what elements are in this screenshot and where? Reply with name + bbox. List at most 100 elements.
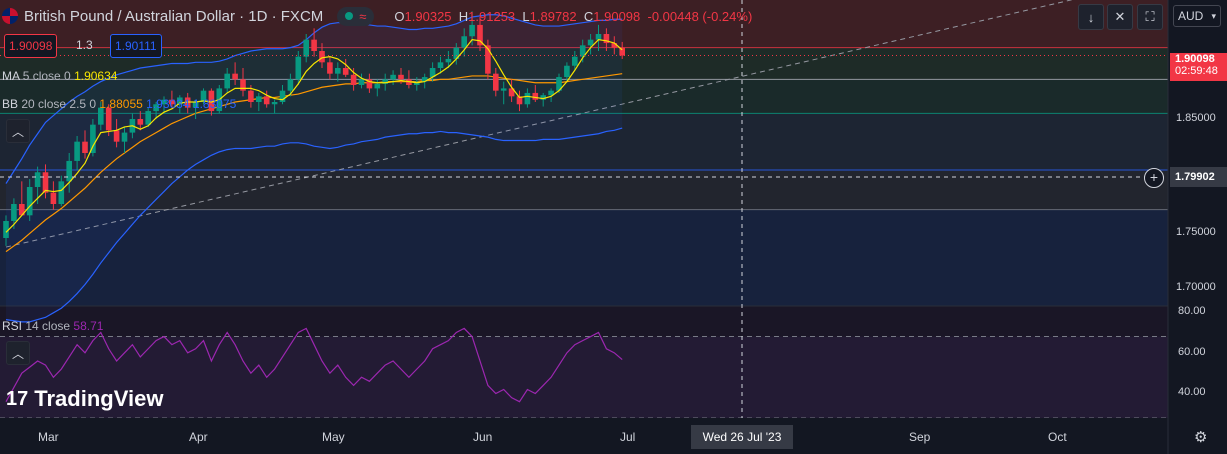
time-axis: [0, 418, 1227, 454]
candle-body: [82, 141, 88, 153]
zone-navy: [0, 209, 1168, 306]
rsi-collapse-chevron-up-icon[interactable]: ︿: [6, 341, 30, 365]
candle-body: [287, 79, 294, 91]
current-price-label: 1.90098 02:59:48: [1170, 53, 1227, 81]
bb-lower-line: [5, 127, 623, 323]
price-tick: 1.85000: [1176, 112, 1216, 124]
spread-value: 1.3: [76, 38, 93, 52]
candle-body: [200, 90, 207, 102]
candle-body: [429, 68, 436, 78]
scroll-down-arrow-icon[interactable]: ↓: [1078, 4, 1104, 30]
candle-body: [42, 172, 49, 193]
sell-price-button[interactable]: 1.90098: [4, 34, 58, 58]
chart-header: British Pound / Australian Dollar · 1D ·…: [0, 4, 752, 28]
bb-lower-value: 1.83075: [192, 97, 237, 111]
candle-body: [469, 24, 475, 37]
rsi-value: 58.71: [73, 319, 104, 333]
time-tick: Jul: [620, 430, 636, 444]
time-tick: Oct: [1048, 430, 1067, 444]
candle-body: [398, 74, 404, 80]
bb-basis-line: [5, 73, 623, 253]
candle-body: [232, 73, 238, 80]
candle-body: [603, 34, 610, 44]
market-open-dot-icon: [345, 12, 354, 20]
candle-body: [26, 187, 33, 216]
candle-body: [295, 56, 302, 80]
candle-body: [248, 90, 254, 102]
candle-body: [256, 96, 262, 102]
candle-body: [493, 73, 499, 91]
candle-body: [113, 130, 120, 142]
candle-body: [303, 39, 309, 57]
candle-body: [11, 204, 17, 221]
candle-body: [579, 45, 586, 57]
ma-line: [5, 39, 623, 233]
bb-basis-value: 1.88055: [99, 97, 143, 111]
candle-body: [445, 58, 452, 63]
candle-body: [19, 204, 25, 216]
crosshair-price-label: 1.79902: [1170, 167, 1227, 187]
candle-body: [453, 47, 460, 59]
candle-body: [240, 79, 246, 91]
candle-body: [145, 111, 151, 125]
candle-body: [327, 62, 333, 74]
ma-value: 1.90634: [74, 69, 118, 83]
candle-body: [3, 221, 9, 238]
candle-body: [279, 90, 286, 102]
zone-red: [0, 0, 1168, 48]
time-tick: Mar: [38, 430, 59, 444]
candle-body: [34, 172, 41, 187]
candle-body: [374, 83, 381, 89]
candle-body: [619, 47, 625, 56]
candle-body: [58, 181, 65, 204]
candle-body: [556, 77, 562, 91]
ohlc-values: O1.90325 H1.91253 L1.89782 C1.90098 -0.0…: [394, 8, 753, 24]
candle-body: [342, 68, 349, 75]
rsi-legend[interactable]: RSI 14 close 58.71: [2, 319, 104, 333]
collapse-legend-chevron-up-icon[interactable]: ︿: [6, 119, 30, 143]
candle-body: [485, 45, 491, 74]
market-status-pill[interactable]: ≈: [337, 6, 375, 26]
candle-body: [516, 96, 523, 105]
time-tick: Apr: [189, 430, 208, 444]
candle-body: [271, 102, 278, 105]
candle-body: [74, 141, 80, 161]
candle-body: [524, 92, 531, 105]
bb-legend[interactable]: BB 20 close 2.5 0 1.88055 1.93034 1.8307…: [2, 97, 237, 111]
crosshair-date-label: Wed 26 Jul '23: [691, 425, 793, 449]
collapse-icon[interactable]: ✕: [1107, 4, 1133, 30]
add-plus-icon[interactable]: +: [1144, 168, 1164, 188]
candle-body: [611, 43, 618, 48]
time-tick: Sep: [909, 430, 931, 444]
time-tick: Jun: [473, 430, 493, 444]
ma-legend[interactable]: MA 5 close 0 1.90634: [2, 69, 118, 83]
fullscreen-icon[interactable]: ⛶: [1137, 4, 1163, 30]
close-value: 1.90098: [593, 8, 641, 24]
bb-upper-value: 1.93034: [146, 97, 190, 111]
candle-body: [382, 79, 388, 84]
price-tick: 1.70000: [1176, 281, 1216, 293]
bar-countdown: 02:59:48: [1175, 65, 1218, 77]
candle-body: [208, 90, 215, 112]
rsi-tick: 40.00: [1178, 386, 1206, 398]
change-value: -0.00448 (-0.24%): [647, 8, 753, 24]
price-tick: 1.75000: [1176, 226, 1216, 238]
candle-body: [350, 74, 357, 85]
candle-body: [50, 192, 57, 204]
candle-body: [311, 39, 317, 51]
candle-body: [137, 119, 144, 125]
candle-body: [564, 65, 570, 78]
candle-body: [500, 88, 507, 91]
candle-body: [224, 73, 230, 89]
symbol-title[interactable]: British Pound / Australian Dollar · 1D ·…: [24, 7, 324, 25]
candle-body: [366, 79, 373, 89]
buy-price-button[interactable]: 1.90111: [110, 34, 162, 58]
candle-body: [461, 36, 467, 48]
candle-body: [319, 51, 325, 63]
low-value: 1.89782: [529, 8, 577, 24]
currency-select[interactable]: AUD ▾: [1173, 5, 1221, 27]
wave-icon: ≈: [359, 8, 367, 24]
settings-gear-icon[interactable]: ⚙: [1194, 429, 1208, 446]
candle-body: [263, 96, 270, 105]
